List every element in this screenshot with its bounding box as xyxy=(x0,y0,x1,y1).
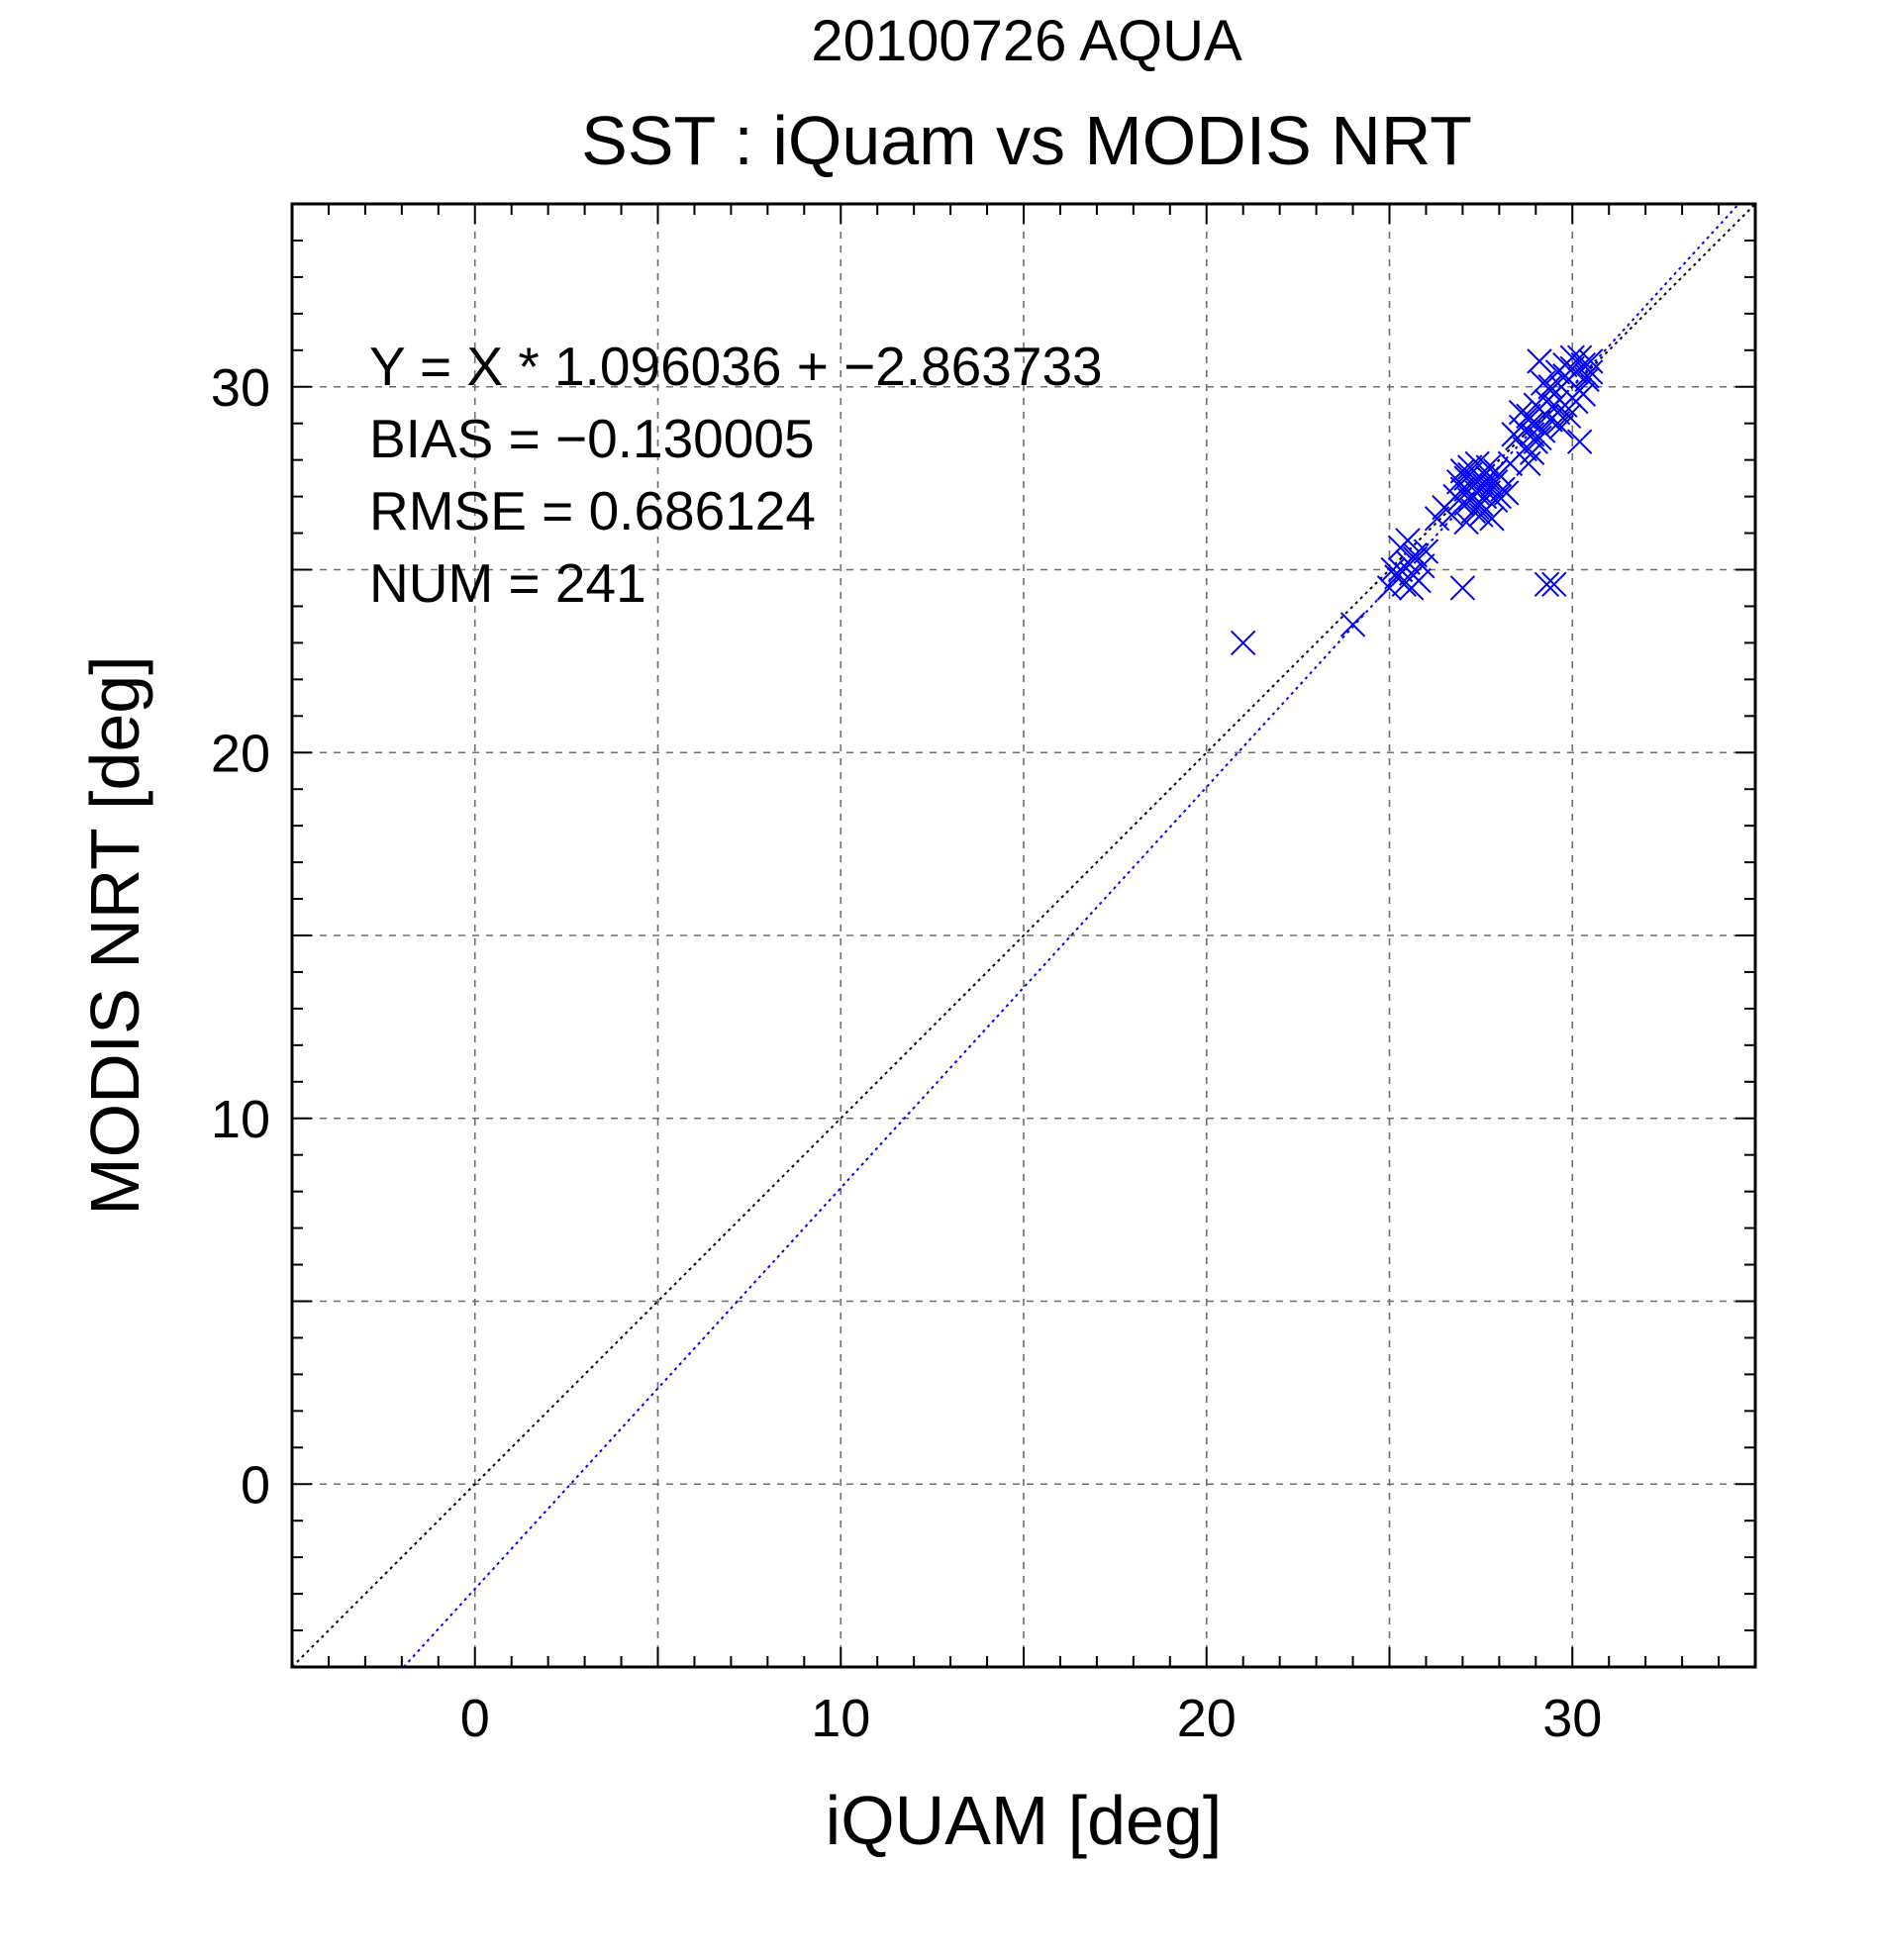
tick-labels: 0 10 20 30 0 10 20 30 xyxy=(211,358,1602,1748)
data-point xyxy=(1578,359,1604,385)
data-point xyxy=(1230,630,1256,656)
annotation-line: NUM = 241 xyxy=(369,552,646,614)
data-point xyxy=(1508,399,1534,426)
data-point xyxy=(1482,469,1509,495)
reference-lines xyxy=(291,203,1756,1668)
y-tick-label: 30 xyxy=(211,358,270,418)
y-tick-label: 10 xyxy=(211,1090,270,1149)
data-point xyxy=(1449,575,1476,601)
data-point xyxy=(1541,392,1567,418)
reference-line xyxy=(402,203,1739,1668)
statistics-annotations: Y = X * 1.096036 + −2.863733 BIAS = −0.13… xyxy=(369,336,1103,614)
data-point xyxy=(1566,429,1593,454)
data-point xyxy=(1339,612,1366,637)
data-point xyxy=(1475,480,1501,506)
annotation-line: Y = X * 1.096036 + −2.863733 xyxy=(369,336,1103,397)
plot-frame xyxy=(290,202,1757,1669)
annotation-line: BIAS = −0.130005 xyxy=(369,408,815,469)
data-point xyxy=(1402,545,1429,572)
chart-subtitle: SST : iQuam vs MODIS NRT xyxy=(581,102,1472,179)
data-point xyxy=(1453,509,1479,536)
data-point xyxy=(1555,403,1582,430)
data-point xyxy=(1501,422,1527,447)
chart-title: 20100726 AQUA xyxy=(811,9,1242,73)
x-tick-label: 20 xyxy=(1177,1689,1237,1748)
data-point xyxy=(1445,487,1472,514)
data-point xyxy=(1541,571,1567,597)
data-point xyxy=(1453,465,1479,491)
data-point xyxy=(1523,392,1549,418)
data-point xyxy=(1516,450,1541,477)
data-point xyxy=(1559,344,1585,370)
data-point xyxy=(1460,483,1487,510)
data-point xyxy=(1468,502,1494,528)
data-point xyxy=(1527,425,1552,451)
axis-ticks xyxy=(291,203,1756,1668)
data-point xyxy=(1482,458,1509,484)
data-point xyxy=(1413,539,1439,564)
x-axis-label: iQUAM [deg] xyxy=(826,1782,1223,1859)
data-point xyxy=(1527,348,1552,374)
data-point xyxy=(1566,344,1593,370)
x-tick-label: 0 xyxy=(460,1689,490,1748)
y-tick-label: 0 xyxy=(241,1455,270,1515)
data-point xyxy=(1570,381,1597,407)
y-tick-label: 20 xyxy=(211,724,270,783)
x-tick-label: 10 xyxy=(811,1689,870,1748)
annotation-line: RMSE = 0.686124 xyxy=(369,480,816,541)
y-axis-label: MODIS NRT [deg] xyxy=(76,655,153,1215)
data-point xyxy=(1395,528,1421,553)
data-point xyxy=(1424,506,1450,532)
data-point xyxy=(1548,414,1574,441)
x-tick-label: 30 xyxy=(1542,1689,1602,1748)
data-points xyxy=(1230,344,1604,656)
data-point xyxy=(1534,571,1560,597)
data-point xyxy=(1398,575,1425,601)
reference-line xyxy=(291,203,1756,1668)
